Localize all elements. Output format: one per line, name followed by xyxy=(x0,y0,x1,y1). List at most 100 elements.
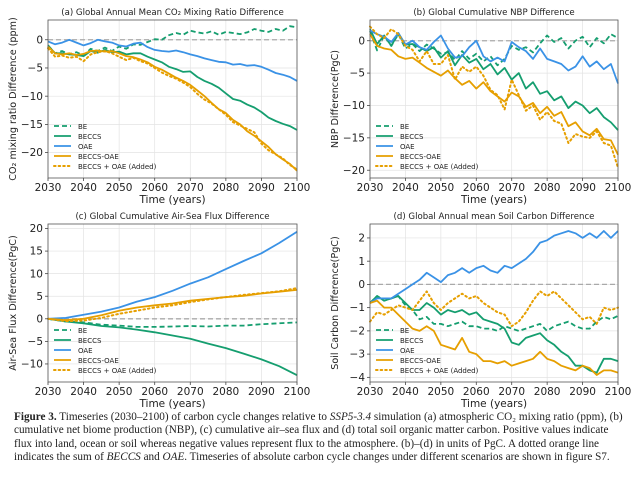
plot-area xyxy=(370,20,618,178)
legend-label: BE xyxy=(400,123,409,131)
y-tick-label: −1 xyxy=(350,302,365,314)
series-line-be xyxy=(47,317,298,328)
axes-frame xyxy=(47,223,298,383)
x-tick-label: 2080 xyxy=(534,386,561,398)
series-line-beccs xyxy=(47,317,298,377)
y-tick-label: 0 xyxy=(358,279,365,291)
y-tick-label: −15 xyxy=(343,132,365,144)
series-line-beccs-oae-added xyxy=(369,290,619,328)
caption-italic-term: OAE xyxy=(162,451,185,464)
legend-label: BECCS + OAE (Added) xyxy=(400,367,479,375)
x-tick-label: 2030 xyxy=(35,182,62,194)
caption-body: Timeseries (2030–2100) of carbon cycle c… xyxy=(14,411,623,463)
legend-label: OAE xyxy=(78,143,93,151)
y-tick-label: −10 xyxy=(21,91,43,103)
legend-label: BE xyxy=(400,327,409,335)
y-tick-label: −5 xyxy=(28,63,43,75)
caption-text: . Timeseries of absolute carbon cycle ch… xyxy=(184,451,610,464)
x-tick-label: 2030 xyxy=(35,386,62,398)
x-axis-label: Time (years) xyxy=(138,398,205,410)
series-line-oae xyxy=(47,38,298,82)
x-tick-label: 2060 xyxy=(463,182,490,194)
legend-label: BECCS xyxy=(78,337,102,345)
panel-d: 2030 2040 2050 2060 2070 2080 2090 2100 2 1 0 −1 −2 −… xyxy=(330,212,631,410)
x-tick-label: 2070 xyxy=(177,182,204,194)
x-tick-label: 2050 xyxy=(106,386,133,398)
caption-italic-term: SSP5-3.4 xyxy=(329,411,372,423)
x-tick-label: 2040 xyxy=(70,386,97,398)
y-tick-label: 0 xyxy=(36,34,43,46)
y-axis-label: NBP Difference(PgC) xyxy=(330,50,341,148)
y-tick-label: −20 xyxy=(21,147,43,159)
legend-label: BECCS-OAE xyxy=(78,357,119,365)
x-tick-label: 2060 xyxy=(141,182,168,194)
y-tick-label: −20 xyxy=(343,165,365,177)
y-tick-label: 2 xyxy=(358,233,365,245)
legend-label: BECCS + OAE (Added) xyxy=(78,367,157,375)
series-line-beccs-oae-added xyxy=(47,287,298,323)
panel-title: (c) Global Cumulative Air-Sea Flux Diffe… xyxy=(75,212,269,222)
axes-frame xyxy=(369,223,619,383)
legend-label: BECCS xyxy=(400,337,424,345)
figure-caption: Figure 3. Timeseries (2030–2100) of carb… xyxy=(14,411,626,465)
y-tick-label: −3 xyxy=(350,349,365,361)
x-tick-label: 2070 xyxy=(498,386,525,398)
series-line-beccs-oae xyxy=(369,299,619,376)
plot-area xyxy=(48,20,297,178)
caption-text: Timeseries (2030–2100) of carbon cycle c… xyxy=(56,411,330,423)
x-tick-label: 2080 xyxy=(212,386,239,398)
legend-label: BECCS-OAE xyxy=(400,153,441,161)
y-axis-label: CO₂ mixing ratio Difference (ppm) xyxy=(8,17,19,180)
legend-label: OAE xyxy=(400,143,415,151)
y-tick-label: 15 xyxy=(30,246,43,258)
series-line-beccs-oae-added xyxy=(47,47,298,171)
panel-title: (a) Global Annual Mean CO₂ Mixing Ratio … xyxy=(61,8,284,18)
series-line-beccs-oae-added xyxy=(369,25,619,169)
series-line-oae xyxy=(369,230,619,304)
y-tick-label: −15 xyxy=(21,119,43,131)
x-tick-label: 2050 xyxy=(427,182,454,194)
series-line-beccs xyxy=(369,295,619,374)
legend: BE BECCS OAE BECCS-OAE BECCS + OAE (Added) xyxy=(53,123,157,171)
x-tick-label: 2050 xyxy=(427,386,454,398)
x-tick-label: 2100 xyxy=(605,182,632,194)
x-tick-label: 2090 xyxy=(248,386,275,398)
legend-label: BECCS + OAE (Added) xyxy=(400,163,479,171)
panel-c: 2030 2040 2050 2060 2070 2080 2090 2100 20 15 10 5 0… xyxy=(8,212,310,410)
legend-label: OAE xyxy=(400,347,415,355)
y-tick-label: −5 xyxy=(350,68,365,80)
y-tick-label: −2 xyxy=(350,325,365,337)
y-tick-label: −5 xyxy=(28,336,43,348)
y-tick-label: 0 xyxy=(36,313,43,325)
x-axis-label: Time (years) xyxy=(460,398,527,410)
legend-label: BECCS-OAE xyxy=(78,153,119,161)
x-tick-label: 2090 xyxy=(569,386,596,398)
caption-text: and xyxy=(140,451,163,464)
legend-label: BECCS xyxy=(400,133,424,141)
x-tick-label: 2030 xyxy=(357,182,384,194)
legend-label: BECCS + OAE (Added) xyxy=(78,163,157,171)
y-tick-label: 10 xyxy=(30,268,43,280)
series-line-oae xyxy=(369,29,619,84)
axes-frame xyxy=(47,19,298,179)
x-tick-label: 2100 xyxy=(284,386,311,398)
x-tick-label: 2040 xyxy=(70,182,97,194)
series-line-beccs-oae xyxy=(47,45,298,172)
y-tick-label: 1 xyxy=(358,256,365,268)
legend-label: OAE xyxy=(78,347,93,355)
legend-label: BECCS xyxy=(78,133,102,141)
series-line-beccs-oae xyxy=(47,289,298,322)
y-axis-label: Air-Sea Flux Difference(PgC) xyxy=(8,235,19,370)
y-tick-label: 20 xyxy=(30,223,43,235)
x-tick-label: 2060 xyxy=(463,386,490,398)
x-tick-label: 2060 xyxy=(141,386,168,398)
series-line-oae xyxy=(47,230,298,320)
series-line-beccs xyxy=(369,28,619,131)
series-line-be xyxy=(47,25,298,57)
x-tick-label: 2100 xyxy=(284,182,311,194)
x-axis-label: Time (years) xyxy=(460,194,527,206)
x-tick-label: 2080 xyxy=(212,182,239,194)
x-tick-label: 2090 xyxy=(248,182,275,194)
plot-area xyxy=(370,224,618,382)
panel-a: 2030 2040 2050 2060 2070 2080 2090 2100 0 −5 −10 −1… xyxy=(8,8,310,206)
